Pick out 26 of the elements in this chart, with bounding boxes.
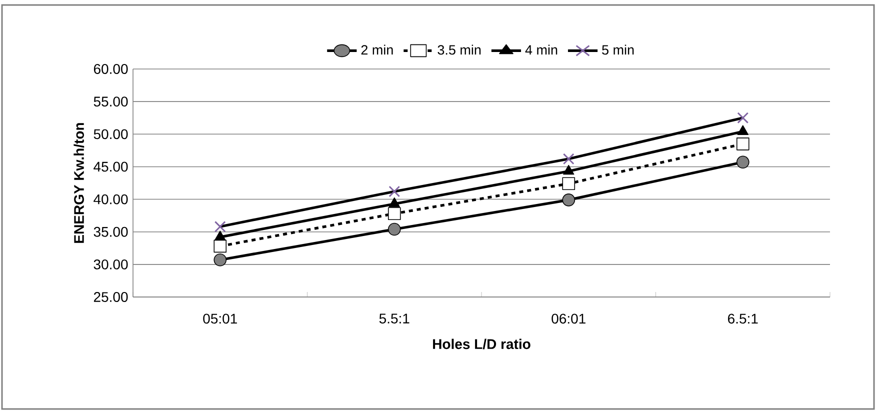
y-tick-label: 45.00 bbox=[94, 162, 128, 172]
point bbox=[388, 207, 401, 220]
point bbox=[562, 177, 576, 190]
legend-label: 2 min bbox=[361, 44, 393, 55]
y-tick-label: 35.00 bbox=[94, 226, 128, 237]
point bbox=[214, 240, 227, 253]
y-tick-label: 60.00 bbox=[94, 64, 128, 74]
x-axis-title: Holes L/D ratio bbox=[433, 338, 530, 350]
y-tick-label: 40.00 bbox=[94, 194, 128, 204]
y-axis-title: ENERGY Kw.h/ton bbox=[74, 123, 84, 243]
point bbox=[388, 222, 401, 236]
legend-label: 4 min bbox=[525, 44, 558, 55]
point bbox=[562, 194, 576, 206]
x-tick-label: 05:01 bbox=[203, 314, 237, 324]
y-tick-label: 25.00 bbox=[94, 292, 128, 302]
legend-label: 3.5 min bbox=[438, 44, 481, 55]
legend-label: 5 min bbox=[602, 44, 634, 55]
point bbox=[736, 138, 750, 150]
y-tick-label: 55.00 bbox=[94, 96, 128, 107]
x-tick-label: 6.5:1 bbox=[728, 314, 758, 324]
point bbox=[736, 156, 750, 169]
point bbox=[214, 253, 227, 266]
x-tick-label: 5.5:1 bbox=[379, 314, 410, 324]
x-tick-label: 06:01 bbox=[552, 314, 586, 324]
y-tick-label: 30.00 bbox=[94, 259, 128, 270]
y-tick-label: 50.00 bbox=[94, 129, 128, 140]
